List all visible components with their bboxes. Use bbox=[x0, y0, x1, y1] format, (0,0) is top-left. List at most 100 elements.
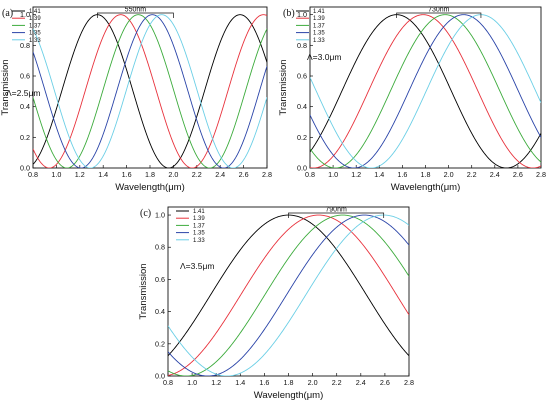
series-line-1.41 bbox=[33, 14, 267, 168]
chart-panel-1: 0.8 1.0 1.2 1.4 1.6 1.8 2.0 2.2 2.4 2.6 2.8 0.0 0.2 0… bbox=[0, 7, 272, 194]
lambda-label: Λ=3.5μm bbox=[180, 261, 214, 271]
x-tick-label: 2.8 bbox=[536, 170, 546, 179]
x-tick-label: 2.2 bbox=[467, 170, 477, 179]
series-line-1.33 bbox=[168, 214, 409, 376]
x-tick-label: 2.8 bbox=[404, 378, 414, 387]
series-line-1.39 bbox=[310, 14, 541, 168]
x-tick-label: 2.2 bbox=[192, 170, 202, 179]
x-tick-label: 2.0 bbox=[444, 170, 454, 179]
series-line-1.37 bbox=[33, 14, 267, 168]
y-tick-label: 0.8 bbox=[297, 41, 307, 50]
y-tick-label: 0.0 bbox=[20, 164, 30, 173]
panel-label: (c) bbox=[140, 208, 151, 219]
y-tick-label: 0.2 bbox=[155, 339, 165, 348]
legend-label: 1.33 bbox=[29, 38, 41, 44]
x-tick-label: 1.4 bbox=[98, 170, 108, 179]
x-tick-label: 2.6 bbox=[513, 170, 523, 179]
lambda-label: Λ=2.5μm bbox=[6, 88, 40, 98]
series-group bbox=[168, 214, 409, 376]
x-tick-label: 1.4 bbox=[374, 170, 384, 179]
series-line-1.37 bbox=[168, 214, 409, 376]
x-tick-label: 1.6 bbox=[397, 170, 407, 179]
y-tick-label: 0.2 bbox=[297, 133, 307, 142]
chart-panel-2: 0.8 1.0 1.2 1.4 1.6 1.8 2.0 2.2 2.4 2.6 2.8 0.0 0.2 0… bbox=[278, 7, 546, 194]
y-tick-label: 0.4 bbox=[297, 102, 307, 111]
x-tick-label: 0.8 bbox=[163, 378, 173, 387]
x-tick-label: 0.8 bbox=[28, 170, 38, 179]
series-line-1.35 bbox=[310, 14, 541, 168]
x-tick-label: 0.8 bbox=[305, 170, 315, 179]
legend-label: 1.33 bbox=[193, 238, 205, 244]
y-tick-label: 1.0 bbox=[20, 10, 30, 19]
x-axis-title: Wavelength(μm) bbox=[254, 390, 324, 401]
series-line-1.37 bbox=[310, 14, 541, 168]
y-tick-label: 0.8 bbox=[155, 243, 165, 252]
series-line-1.33 bbox=[33, 14, 267, 168]
y-tick-label: 1.0 bbox=[297, 10, 307, 19]
panel-label: (b) bbox=[283, 8, 295, 19]
series-line-1.33 bbox=[310, 14, 541, 168]
x-axis-title: Wavelength(μm) bbox=[115, 182, 185, 193]
annotation-bracket bbox=[396, 12, 482, 18]
y-tick-label: 0.2 bbox=[20, 133, 30, 142]
series-line-1.35 bbox=[33, 14, 267, 168]
series-line-1.35 bbox=[168, 214, 409, 376]
legend-label: 1.41 bbox=[313, 9, 325, 15]
x-tick-label: 2.2 bbox=[332, 378, 342, 387]
x-tick-label: 1.8 bbox=[284, 378, 294, 387]
legend-label: 1.41 bbox=[29, 9, 41, 15]
x-tick-label: 2.4 bbox=[356, 378, 366, 387]
x-tick-label: 2.4 bbox=[490, 170, 500, 179]
x-tick-label: 1.6 bbox=[259, 378, 269, 387]
legend-label: 1.37 bbox=[29, 23, 41, 29]
y-tick-label: 0.6 bbox=[155, 275, 165, 284]
legend-label: 1.35 bbox=[313, 31, 325, 37]
legend-label: 1.37 bbox=[313, 23, 325, 29]
series-line-1.39 bbox=[168, 214, 409, 376]
x-tick-label: 1.0 bbox=[328, 170, 338, 179]
y-tick-label: 1.0 bbox=[155, 211, 165, 220]
series-line-1.41 bbox=[310, 14, 541, 168]
series-group bbox=[310, 14, 541, 168]
x-tick-label: 1.0 bbox=[51, 170, 61, 179]
series-line-1.39 bbox=[33, 14, 267, 168]
y-tick-label: 0.6 bbox=[20, 72, 30, 81]
panel-label: (a) bbox=[2, 8, 13, 19]
legend-label: 1.41 bbox=[193, 209, 205, 215]
y-tick-label: 0.6 bbox=[297, 72, 307, 81]
annotation-bracket bbox=[97, 12, 174, 18]
y-axis-title: Transmission bbox=[278, 59, 289, 115]
legend-label: 1.39 bbox=[313, 16, 325, 22]
legend-label: 1.35 bbox=[193, 231, 205, 237]
y-axis-title: Transmission bbox=[138, 263, 149, 319]
chart-panel-3: 0.8 1.0 1.2 1.4 1.6 1.8 2.0 2.2 2.4 2.6 2.8 0.0 0.2 0… bbox=[138, 207, 414, 402]
x-tick-label: 1.2 bbox=[75, 170, 85, 179]
annotation-label: 550nm bbox=[125, 7, 147, 14]
legend-label: 1.35 bbox=[29, 31, 41, 37]
y-tick-label: 0.0 bbox=[155, 372, 165, 381]
x-tick-label: 1.8 bbox=[145, 170, 155, 179]
legend-label: 1.39 bbox=[193, 216, 205, 222]
y-tick-label: 0.8 bbox=[20, 41, 30, 50]
legend-label: 1.33 bbox=[313, 38, 325, 44]
x-tick-label: 1.2 bbox=[211, 378, 221, 387]
x-axis-title: Wavelength(μm) bbox=[391, 182, 461, 193]
x-tick-label: 1.6 bbox=[122, 170, 132, 179]
x-tick-label: 1.0 bbox=[187, 378, 197, 387]
x-tick-label: 1.2 bbox=[351, 170, 361, 179]
annotation-label: 790nm bbox=[325, 207, 347, 214]
plot-frame bbox=[309, 6, 542, 169]
x-tick-label: 2.0 bbox=[308, 378, 318, 387]
x-tick-label: 1.8 bbox=[421, 170, 431, 179]
x-tick-label: 2.4 bbox=[215, 170, 225, 179]
annotation-label: 730nm bbox=[428, 7, 450, 14]
legend-label: 1.39 bbox=[29, 16, 41, 22]
y-tick-label: 0.4 bbox=[155, 307, 165, 316]
annotation-bracket bbox=[288, 212, 385, 218]
x-tick-label: 2.6 bbox=[239, 170, 249, 179]
series-group bbox=[33, 14, 267, 168]
x-tick-label: 2.0 bbox=[168, 170, 178, 179]
lambda-label: Λ=3.0μm bbox=[307, 52, 341, 62]
